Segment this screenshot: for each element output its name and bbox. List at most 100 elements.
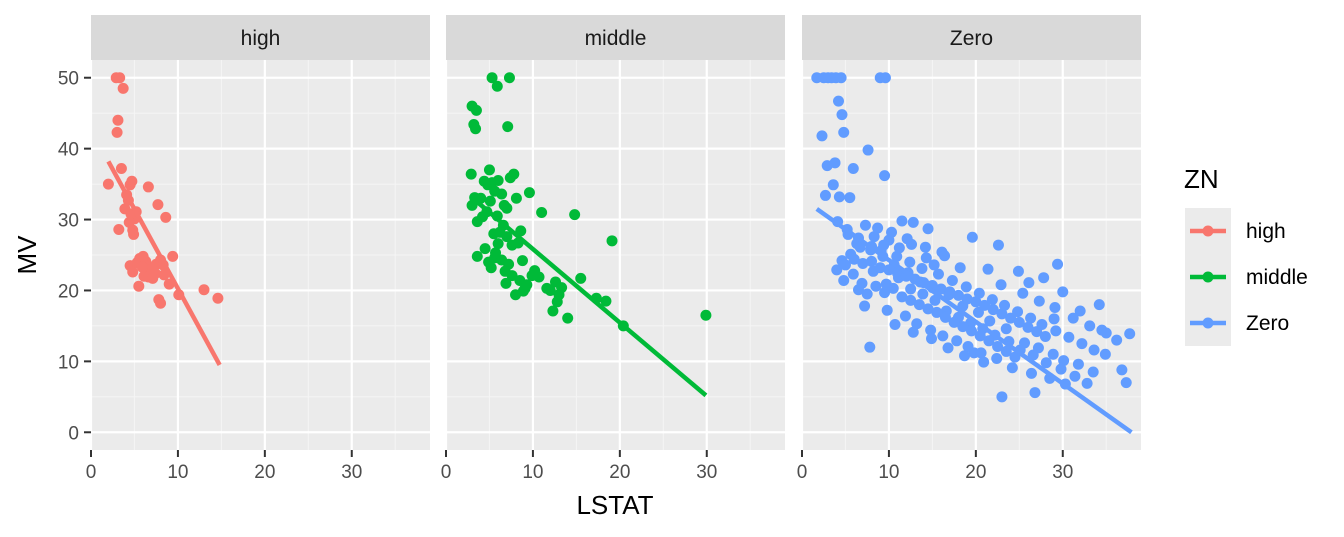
data-point [547, 305, 559, 317]
data-point [946, 275, 958, 287]
data-point [962, 340, 974, 352]
data-point [944, 286, 956, 298]
data-point [904, 256, 916, 268]
facet-strip [802, 15, 1141, 60]
legend-item-zero: Zero [1185, 300, 1289, 346]
data-point [928, 259, 940, 271]
data-point [490, 247, 502, 259]
data-point [516, 255, 528, 267]
data-point [983, 335, 995, 347]
data-point [951, 335, 963, 347]
x-tick-label: 20 [254, 462, 275, 483]
data-point [868, 231, 880, 243]
legend-title: ZN [1184, 164, 1219, 194]
data-point [551, 296, 563, 308]
facet-panels: high middle Zero [89, 15, 1141, 450]
data-point [819, 189, 831, 201]
data-point [870, 280, 882, 292]
data-point [1116, 364, 1128, 376]
data-point [503, 72, 515, 84]
data-point [1063, 331, 1075, 343]
data-point [128, 228, 140, 240]
data-point [839, 259, 851, 271]
data-point [1049, 301, 1061, 313]
x-tick-label: 0 [441, 462, 452, 483]
data-point [879, 72, 891, 84]
facet-panel-zero: Zero [800, 15, 1141, 450]
data-point [111, 126, 123, 138]
y-tick-label: 0 [68, 423, 79, 444]
data-point [872, 222, 884, 234]
data-point [991, 353, 1003, 365]
data-point [533, 271, 545, 283]
data-point [975, 347, 987, 359]
data-point [939, 250, 951, 262]
data-point [1047, 348, 1059, 360]
data-point [966, 325, 977, 337]
data-point [1093, 299, 1105, 311]
data-point [916, 262, 928, 274]
data-point [127, 266, 139, 278]
data-point [911, 318, 923, 330]
data-point [896, 291, 908, 303]
data-point [853, 284, 864, 296]
data-point [982, 263, 994, 275]
data-point [966, 231, 978, 243]
data-point [1022, 321, 1034, 333]
data-point [1084, 320, 1096, 332]
data-point [862, 144, 874, 156]
data-point [147, 272, 159, 284]
data-point [102, 178, 114, 190]
data-point [523, 187, 535, 199]
data-point [1088, 344, 1100, 356]
data-point [569, 209, 581, 221]
data-point [893, 242, 905, 254]
data-point [889, 318, 901, 330]
data-point [142, 181, 154, 193]
x-tick-label: 0 [797, 462, 808, 483]
data-point [937, 330, 949, 342]
data-point [1069, 370, 1081, 382]
data-point [829, 157, 841, 169]
legend-key-point [1202, 271, 1214, 283]
data-point [1040, 357, 1052, 369]
data-point [833, 95, 845, 107]
data-point [925, 324, 937, 336]
data-point [919, 241, 931, 253]
data-point [556, 282, 568, 294]
data-point [922, 303, 934, 315]
data-point [1023, 277, 1035, 289]
data-point [1012, 306, 1024, 318]
data-point [212, 292, 224, 304]
data-point [920, 252, 932, 264]
data-point [1038, 272, 1050, 284]
data-point [503, 258, 515, 270]
legend-label: Zero [1246, 312, 1289, 335]
legend-key-point [1202, 317, 1214, 329]
data-point [1057, 286, 1069, 298]
fit-line-high [106, 160, 222, 366]
data-point [606, 235, 618, 247]
data-point [501, 231, 513, 243]
data-point [838, 126, 850, 138]
data-point [1000, 345, 1012, 357]
data-point [899, 310, 911, 322]
x-axes: 0 10 20 30 0 10 20 30 0 10 20 30 [86, 450, 1073, 483]
data-point [1005, 312, 1017, 324]
data-point [917, 288, 929, 300]
facet-panel-middle: middle [444, 15, 785, 450]
series-points-high [102, 72, 224, 309]
data-point [907, 216, 919, 228]
data-point [483, 164, 495, 176]
data-point [833, 191, 845, 203]
data-point [519, 282, 531, 294]
data-point [847, 162, 859, 174]
data-point [886, 226, 898, 238]
data-point [492, 175, 504, 187]
data-point [1027, 349, 1039, 361]
fit-line-zero [815, 207, 1133, 435]
data-point [879, 287, 891, 299]
data-point [866, 255, 878, 267]
data-point [827, 179, 839, 191]
data-point [700, 309, 712, 321]
